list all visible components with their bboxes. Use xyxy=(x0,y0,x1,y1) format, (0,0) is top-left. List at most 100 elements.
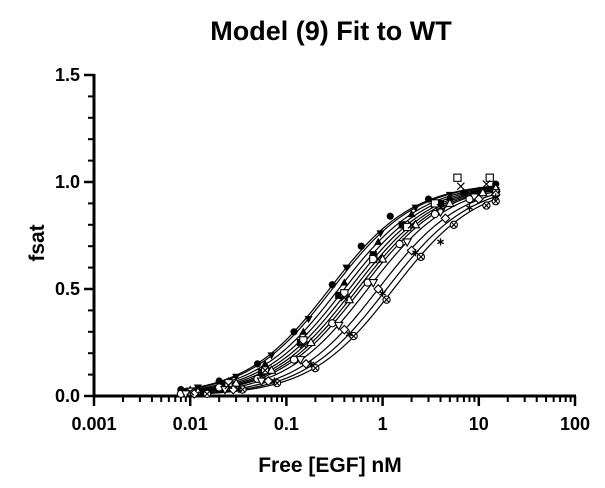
data-point-s10-4 xyxy=(311,364,320,373)
marker-shape xyxy=(477,187,488,197)
marker-shape xyxy=(369,251,377,259)
data-point-s8-6 xyxy=(368,279,379,288)
data-point-s6-6 xyxy=(369,254,378,264)
data-point-s4-7 xyxy=(411,204,420,212)
marker-shape xyxy=(266,364,277,374)
data-point-s3-7 xyxy=(407,209,416,218)
data-point-s6-8 xyxy=(430,199,440,208)
data-point-s8-3 xyxy=(256,377,267,387)
data-point-s10-8 xyxy=(449,220,458,229)
data-point-s4-8 xyxy=(445,191,454,200)
marker-shape xyxy=(379,290,387,296)
marker-shape xyxy=(335,291,343,300)
marker-shape xyxy=(473,194,484,205)
marker-shape xyxy=(186,387,195,396)
data-point-s1-3 xyxy=(253,360,262,368)
marker-shape xyxy=(492,194,500,200)
marker-shape xyxy=(377,253,388,263)
data-point-s11-10 xyxy=(492,193,500,201)
marker-shape xyxy=(345,331,353,337)
marker-shape xyxy=(219,381,227,389)
data-point-s4-2 xyxy=(232,373,241,381)
data-point-s11-4 xyxy=(307,360,315,368)
data-point-s4-3 xyxy=(267,352,276,360)
data-point-s2-5 xyxy=(335,291,343,300)
x-tick-label: 0.1 xyxy=(274,414,299,434)
marker-shape xyxy=(253,360,262,368)
x-tick-label: 0.01 xyxy=(173,414,208,434)
data-point-s12-9 xyxy=(456,182,465,191)
y-tick-label: 0.0 xyxy=(55,386,80,406)
marker-shape xyxy=(299,327,308,335)
marker-shape xyxy=(369,254,378,264)
marker-shape xyxy=(466,205,473,211)
axes: 0.001 0.01 0.1 1 10 100 0.0 0.5 1.0 1.5 xyxy=(55,65,590,434)
marker-shape xyxy=(402,238,413,248)
chart-title: Model (9) Fit to WT xyxy=(210,16,452,46)
marker-shape xyxy=(456,182,465,191)
marker-shape xyxy=(492,198,499,205)
data-point-s10-6 xyxy=(382,295,391,304)
data-point-s9-7 xyxy=(406,245,417,256)
data-point-s1-6 xyxy=(357,242,365,250)
fit-curve-3 xyxy=(180,186,495,392)
y-tick-label: 1.0 xyxy=(55,172,80,192)
marker-shape xyxy=(411,204,420,212)
data-point-s12-8 xyxy=(436,203,445,212)
marker-shape xyxy=(306,337,316,347)
marker-shape xyxy=(307,361,315,367)
marker-shape xyxy=(398,221,406,229)
marker-shape xyxy=(406,245,417,256)
data-point-s8-2 xyxy=(220,386,230,395)
marker-shape xyxy=(340,278,349,286)
data-point-s3-4 xyxy=(299,327,308,335)
marker-shape xyxy=(374,237,383,245)
marker-shape xyxy=(395,239,404,249)
marker-shape xyxy=(374,255,383,264)
marker-shape xyxy=(444,198,455,207)
marker-shape xyxy=(436,199,445,207)
data-point-s9-9 xyxy=(473,194,484,205)
data-point-s1-8 xyxy=(424,195,433,203)
marker-shape xyxy=(235,387,243,392)
data-point-s11-1 xyxy=(197,390,205,398)
marker-shape xyxy=(290,328,298,336)
data-point-s7-9 xyxy=(477,187,488,197)
marker-shape xyxy=(482,180,491,189)
marker-shape xyxy=(437,239,444,245)
marker-shape xyxy=(267,352,276,360)
data-point-s4-5 xyxy=(342,264,351,272)
data-points xyxy=(176,173,501,400)
marker-shape xyxy=(450,221,457,228)
marker-shape xyxy=(407,220,416,229)
marker-shape xyxy=(460,189,468,197)
data-point-s8-5 xyxy=(333,321,344,331)
marker-shape xyxy=(261,359,270,367)
x-tick-label: 100 xyxy=(560,414,590,434)
fit-curve-4 xyxy=(180,185,495,392)
marker-shape xyxy=(440,213,451,224)
marker-shape xyxy=(342,264,351,272)
data-point-s2-6 xyxy=(369,251,377,259)
marker-shape xyxy=(412,250,419,255)
marker-shape xyxy=(386,212,394,220)
data-point-s11-9 xyxy=(466,204,473,212)
marker-shape xyxy=(483,202,490,209)
data-point-s11-7 xyxy=(412,249,419,257)
marker-shape xyxy=(220,386,230,395)
marker-shape xyxy=(373,284,384,294)
data-point-s7-8 xyxy=(444,198,455,207)
marker-shape xyxy=(224,381,233,390)
data-point-s7-6 xyxy=(377,253,388,263)
data-point-s2-7 xyxy=(398,221,406,229)
data-point-s10-5 xyxy=(349,331,358,341)
data-point-s7-3 xyxy=(266,364,277,374)
marker-shape xyxy=(453,173,462,182)
marker-shape xyxy=(436,203,445,212)
marker-shape xyxy=(270,378,278,384)
data-point-s6-7 xyxy=(403,222,412,232)
marker-shape xyxy=(424,195,433,203)
data-point-s12-2 xyxy=(224,381,233,390)
data-point-s7-2 xyxy=(231,377,242,387)
marker-shape xyxy=(417,253,424,260)
